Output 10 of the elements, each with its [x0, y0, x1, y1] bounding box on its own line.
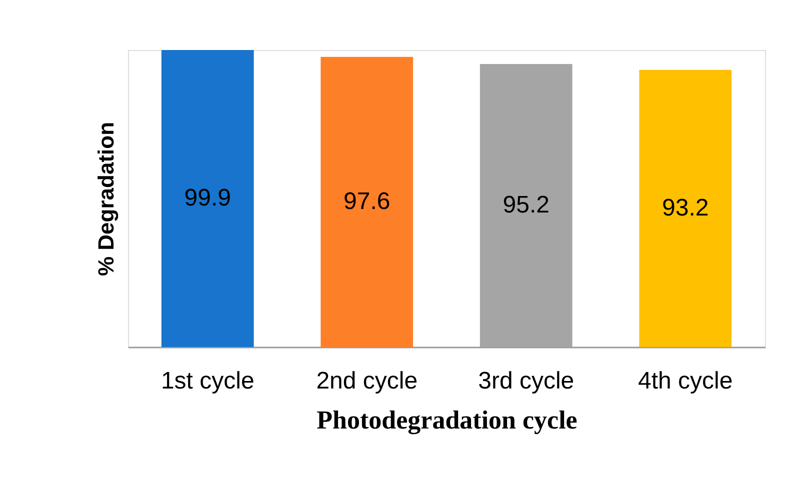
x-tick-label: 1st cycle: [160, 368, 254, 394]
data-label: 95.2: [502, 191, 550, 218]
x-tick-label: 4th cycle: [638, 368, 733, 394]
x-tick-label: 3rd cycle: [478, 368, 574, 394]
x-axis-title: Photodegradation cycle: [316, 406, 578, 434]
data-label: 99.9: [184, 184, 231, 212]
y-axis-title: % Degradation: [94, 122, 118, 276]
data-label: 93.2: [662, 194, 709, 222]
data-label: 97.6: [344, 188, 390, 215]
x-tick-label: 2nd cycle: [316, 368, 418, 394]
